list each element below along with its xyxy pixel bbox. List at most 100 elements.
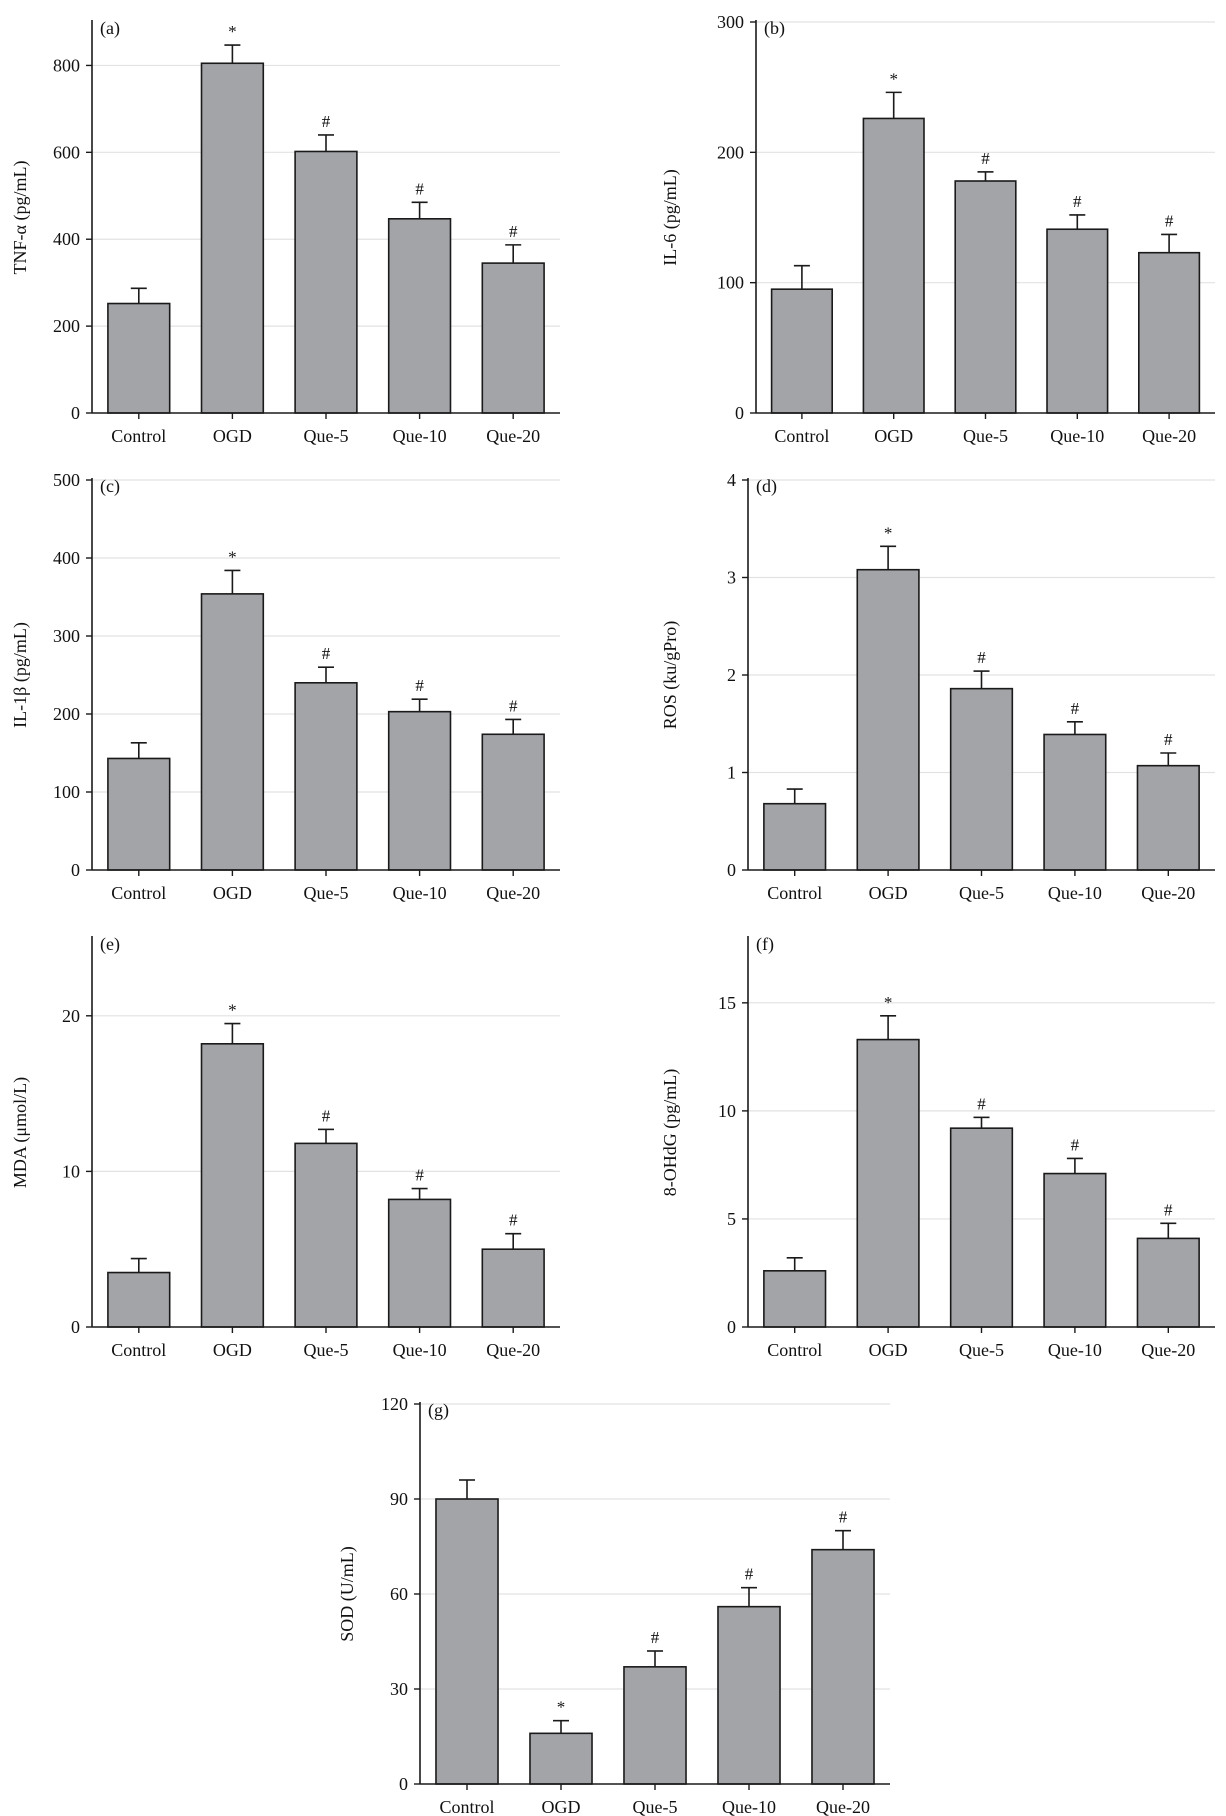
panel-a-tnf-alpha: Control * OGD # Que-5 # Que-10 # Que-20 0 200 400 60… xyxy=(10,18,560,446)
x-tick-label: Control xyxy=(774,426,829,446)
panel-label: (e) xyxy=(100,934,120,955)
bar xyxy=(107,302,171,414)
x-tick-label: OGD xyxy=(213,883,252,903)
y-tick-label: 60 xyxy=(390,1584,408,1604)
y-tick-label: 20 xyxy=(62,1006,80,1026)
x-tick-label: Que-5 xyxy=(304,1340,349,1360)
y-axis-title: ROS (ku/gPro) xyxy=(660,621,681,730)
panel-e-mda: Control * OGD # Que-5 # Que-10 # Que-20 0 10 20 MDA … xyxy=(10,934,560,1360)
y-tick-label: 3 xyxy=(727,568,736,588)
y-tick-label: 100 xyxy=(53,782,80,802)
x-tick-label: Control xyxy=(767,883,822,903)
y-tick-label: 90 xyxy=(390,1489,408,1509)
significance-hash: # xyxy=(1073,192,1082,211)
panel-c-il-1beta: Control * OGD # Que-5 # Que-10 # Que-20 0 100 200 30… xyxy=(10,470,560,903)
bar xyxy=(481,262,545,414)
significance-star: * xyxy=(884,993,893,1012)
significance-hash: # xyxy=(415,1166,424,1185)
x-tick-label: Que-20 xyxy=(816,1797,870,1816)
y-tick-label: 300 xyxy=(717,12,744,32)
bar xyxy=(107,757,171,871)
bar xyxy=(387,710,452,871)
y-tick-label: 2 xyxy=(727,665,736,685)
significance-hash: # xyxy=(322,112,331,131)
x-tick-label: OGD xyxy=(213,426,252,446)
y-tick-label: 10 xyxy=(62,1161,80,1181)
x-tick-label: Control xyxy=(439,1797,494,1816)
panel-d-ros: Control * OGD # Que-5 # Que-10 # Que-20 0 1 2 3 4 ROS … xyxy=(660,470,1215,903)
bar xyxy=(1138,251,1201,414)
bar xyxy=(1043,733,1107,871)
y-tick-label: 400 xyxy=(53,548,80,568)
bar xyxy=(856,568,920,871)
bar xyxy=(435,1498,499,1785)
significance-star: * xyxy=(228,1001,237,1020)
significance-hash: # xyxy=(981,149,990,168)
x-tick-label: Que-20 xyxy=(486,883,540,903)
x-tick-label: Que-20 xyxy=(1142,426,1196,446)
y-tick-label: 200 xyxy=(53,316,80,336)
bar xyxy=(1043,1172,1107,1328)
x-tick-label: Que-10 xyxy=(393,1340,447,1360)
panel-label: (c) xyxy=(100,476,120,497)
significance-hash: # xyxy=(322,644,331,663)
significance-hash: # xyxy=(745,1565,754,1584)
bar xyxy=(481,1248,545,1328)
x-tick-label: Que-5 xyxy=(304,883,349,903)
significance-star: * xyxy=(557,1698,566,1717)
significance-hash: # xyxy=(1071,699,1080,718)
y-axis-title: IL-6 (pg/mL) xyxy=(660,169,681,265)
x-tick-label: Que-20 xyxy=(1141,883,1195,903)
x-tick-label: Que-10 xyxy=(1048,883,1102,903)
significance-star: * xyxy=(889,69,898,88)
bar xyxy=(949,1127,1014,1328)
bar xyxy=(623,1666,687,1785)
x-tick-label: Control xyxy=(767,1340,822,1360)
x-tick-label: Que-5 xyxy=(304,426,349,446)
y-tick-label: 0 xyxy=(735,403,744,423)
significance-star: * xyxy=(228,22,237,41)
y-tick-label: 120 xyxy=(381,1394,408,1414)
significance-hash: # xyxy=(509,1211,518,1230)
y-axis-title: 8-OHdG (pg/mL) xyxy=(660,1069,681,1196)
y-tick-label: 0 xyxy=(71,1317,80,1337)
y-tick-label: 500 xyxy=(53,470,80,490)
y-tick-label: 0 xyxy=(727,1317,736,1337)
bar xyxy=(763,1270,827,1328)
x-tick-label: Que-20 xyxy=(1141,1340,1195,1360)
significance-hash: # xyxy=(322,1106,331,1125)
x-tick-label: Que-10 xyxy=(1050,426,1104,446)
bar xyxy=(1136,764,1200,871)
y-tick-label: 0 xyxy=(727,860,736,880)
bar xyxy=(107,1271,171,1328)
bar xyxy=(856,1038,920,1328)
bar xyxy=(294,1142,358,1328)
y-tick-label: 800 xyxy=(53,55,80,75)
significance-hash: # xyxy=(1164,1200,1173,1219)
y-tick-label: 600 xyxy=(53,142,80,162)
panel-label: (d) xyxy=(756,476,777,497)
x-tick-label: OGD xyxy=(213,1340,252,1360)
significance-star: * xyxy=(884,523,893,542)
bar xyxy=(949,687,1014,871)
significance-hash: # xyxy=(977,1094,986,1113)
x-tick-label: Que-10 xyxy=(393,883,447,903)
y-tick-label: 5 xyxy=(727,1209,736,1229)
x-tick-label: Que-5 xyxy=(959,883,1004,903)
y-tick-label: 300 xyxy=(53,626,80,646)
x-tick-label: Control xyxy=(111,1340,166,1360)
bar xyxy=(811,1548,875,1785)
x-tick-label: Que-5 xyxy=(633,1797,678,1816)
x-tick-label: Que-10 xyxy=(722,1797,776,1816)
x-tick-label: OGD xyxy=(874,426,913,446)
y-axis-title: SOD (U/mL) xyxy=(337,1546,358,1642)
y-tick-label: 0 xyxy=(71,403,80,423)
x-tick-label: Que-10 xyxy=(393,426,447,446)
x-tick-label: Que-10 xyxy=(1048,1340,1102,1360)
bar xyxy=(200,62,265,414)
x-tick-label: Que-5 xyxy=(959,1340,1004,1360)
y-tick-label: 0 xyxy=(71,860,80,880)
y-axis-title: IL-1β (pg/mL) xyxy=(10,622,31,728)
y-tick-label: 10 xyxy=(718,1101,736,1121)
